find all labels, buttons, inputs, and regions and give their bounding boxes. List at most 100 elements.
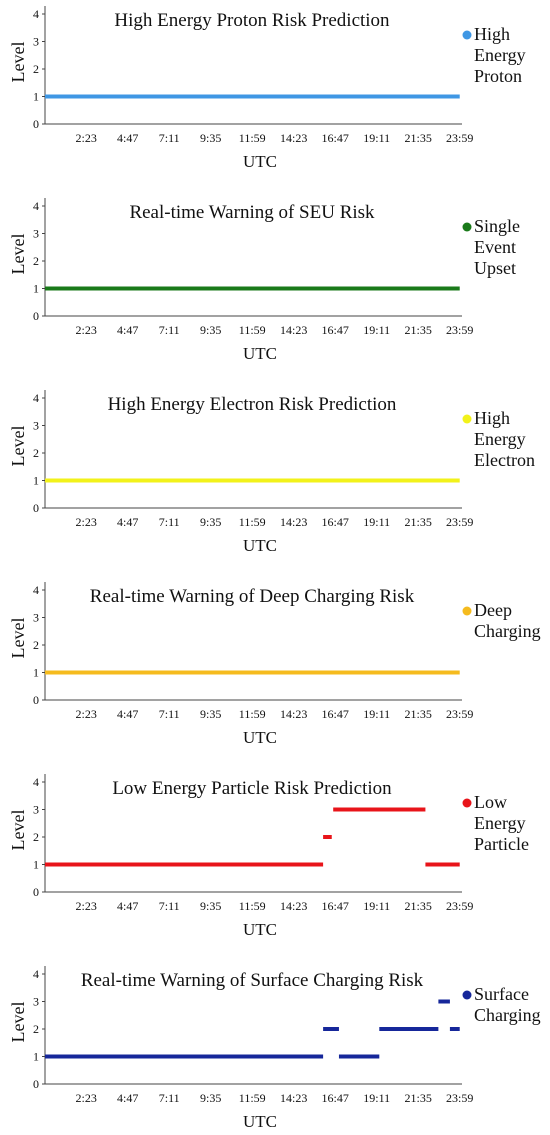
y-tick-label: 2 [33, 1022, 39, 1036]
chart-title: Real-time Warning of SEU Risk [129, 202, 375, 223]
x-tick-label: 21:35 [405, 899, 432, 913]
x-tick-label: 23:59 [446, 1091, 473, 1105]
y-tick-label: 2 [33, 830, 39, 844]
legend-label-line: Particle [474, 834, 529, 854]
y-axis-label: Level [8, 618, 28, 659]
x-tick-label: 7:11 [159, 515, 180, 529]
y-axis-label: Level [8, 1002, 28, 1043]
x-tick-label: 2:23 [76, 899, 97, 913]
legend-label-line: Event [474, 237, 516, 257]
chart-panel-2: 0 1 2 3 4 2:23 4:47 7:11 9:35 11:59 14:23 16:47 19:1… [8, 198, 520, 363]
x-tick-label: 9:35 [200, 515, 221, 529]
legend-label-line: Upset [474, 258, 516, 278]
x-tick-label: 23:59 [446, 899, 473, 913]
x-axis-label: UTC [243, 728, 277, 747]
legend-label-line: Proton [474, 66, 522, 86]
y-tick-label: 3 [33, 611, 39, 625]
x-tick-label: 9:35 [200, 1091, 221, 1105]
y-tick-label: 2 [33, 62, 39, 76]
x-tick-label: 11:59 [239, 131, 266, 145]
y-tick-label: 4 [33, 391, 39, 405]
legend-label-line: Charging [474, 1005, 541, 1025]
legend-label-line: Charging [474, 621, 541, 641]
legend-label-line: Low [474, 792, 507, 812]
x-tick-label: 16:47 [322, 707, 349, 721]
x-tick-label: 19:11 [363, 515, 390, 529]
x-tick-label: 21:35 [405, 515, 432, 529]
x-tick-label: 9:35 [200, 899, 221, 913]
x-tick-label: 11:59 [239, 1091, 266, 1105]
y-tick-label: 1 [33, 666, 39, 680]
x-tick-label: 19:11 [363, 707, 390, 721]
x-tick-label: 16:47 [322, 899, 349, 913]
x-tick-label: 2:23 [76, 131, 97, 145]
y-tick-label: 2 [33, 254, 39, 268]
legend-label-line: Surface [474, 984, 529, 1004]
y-axis-label: Level [8, 426, 28, 467]
x-tick-label: 14:23 [280, 899, 307, 913]
y-tick-label: 0 [33, 1077, 39, 1091]
y-tick-label: 3 [33, 35, 39, 49]
x-axis-label: UTC [243, 152, 277, 171]
legend-marker [462, 30, 472, 40]
chart-panel-6: 0 1 2 3 4 2:23 4:47 7:11 9:35 11:59 14:23 16:47 19:1… [8, 966, 541, 1131]
x-tick-label: 4:47 [117, 515, 138, 529]
y-tick-label: 3 [33, 803, 39, 817]
x-tick-label: 4:47 [117, 131, 138, 145]
y-tick-label: 4 [33, 967, 39, 981]
x-tick-label: 23:59 [446, 515, 473, 529]
x-tick-label: 4:47 [117, 899, 138, 913]
x-tick-label: 16:47 [322, 515, 349, 529]
x-tick-label: 21:35 [405, 131, 432, 145]
y-tick-label: 1 [33, 858, 39, 872]
x-tick-label: 19:11 [363, 323, 390, 337]
chart-panel-5: 0 1 2 3 4 2:23 4:47 7:11 9:35 11:59 14:23 16:47 19:1… [8, 774, 529, 939]
x-tick-label: 11:59 [239, 707, 266, 721]
x-tick-label: 9:35 [200, 131, 221, 145]
x-tick-label: 9:35 [200, 323, 221, 337]
chart-title: Real-time Warning of Deep Charging Risk [90, 586, 415, 607]
x-tick-label: 2:23 [76, 323, 97, 337]
y-axis-label: Level [8, 810, 28, 851]
x-tick-label: 4:47 [117, 323, 138, 337]
y-axis-label: Level [8, 42, 28, 83]
legend-label-line: Energy [474, 429, 526, 449]
x-tick-label: 7:11 [159, 707, 180, 721]
legend-label-line: High [474, 408, 510, 428]
x-tick-label: 14:23 [280, 707, 307, 721]
chart-title: High Energy Electron Risk Prediction [108, 394, 397, 415]
chart-title: Low Energy Particle Risk Prediction [112, 778, 392, 799]
y-tick-label: 1 [33, 282, 39, 296]
x-tick-label: 23:59 [446, 707, 473, 721]
legend-marker [462, 414, 472, 424]
y-tick-label: 0 [33, 693, 39, 707]
x-tick-label: 23:59 [446, 131, 473, 145]
legend-label-line: Energy [474, 813, 526, 833]
x-tick-label: 19:11 [363, 131, 390, 145]
y-tick-label: 1 [33, 474, 39, 488]
x-axis-label: UTC [243, 344, 277, 363]
x-tick-label: 16:47 [322, 1091, 349, 1105]
y-axis-label: Level [8, 234, 28, 275]
y-tick-label: 2 [33, 446, 39, 460]
x-tick-label: 16:47 [322, 131, 349, 145]
y-tick-label: 0 [33, 501, 39, 515]
x-tick-label: 23:59 [446, 323, 473, 337]
x-tick-label: 14:23 [280, 323, 307, 337]
x-tick-label: 7:11 [159, 1091, 180, 1105]
legend-label-line: Energy [474, 45, 526, 65]
y-tick-label: 4 [33, 775, 39, 789]
legend-label-line: Single [474, 216, 520, 236]
y-tick-label: 3 [33, 227, 39, 241]
x-tick-label: 2:23 [76, 1091, 97, 1105]
legend-label-line: Deep [474, 600, 512, 620]
y-tick-label: 0 [33, 117, 39, 131]
x-tick-label: 16:47 [322, 323, 349, 337]
